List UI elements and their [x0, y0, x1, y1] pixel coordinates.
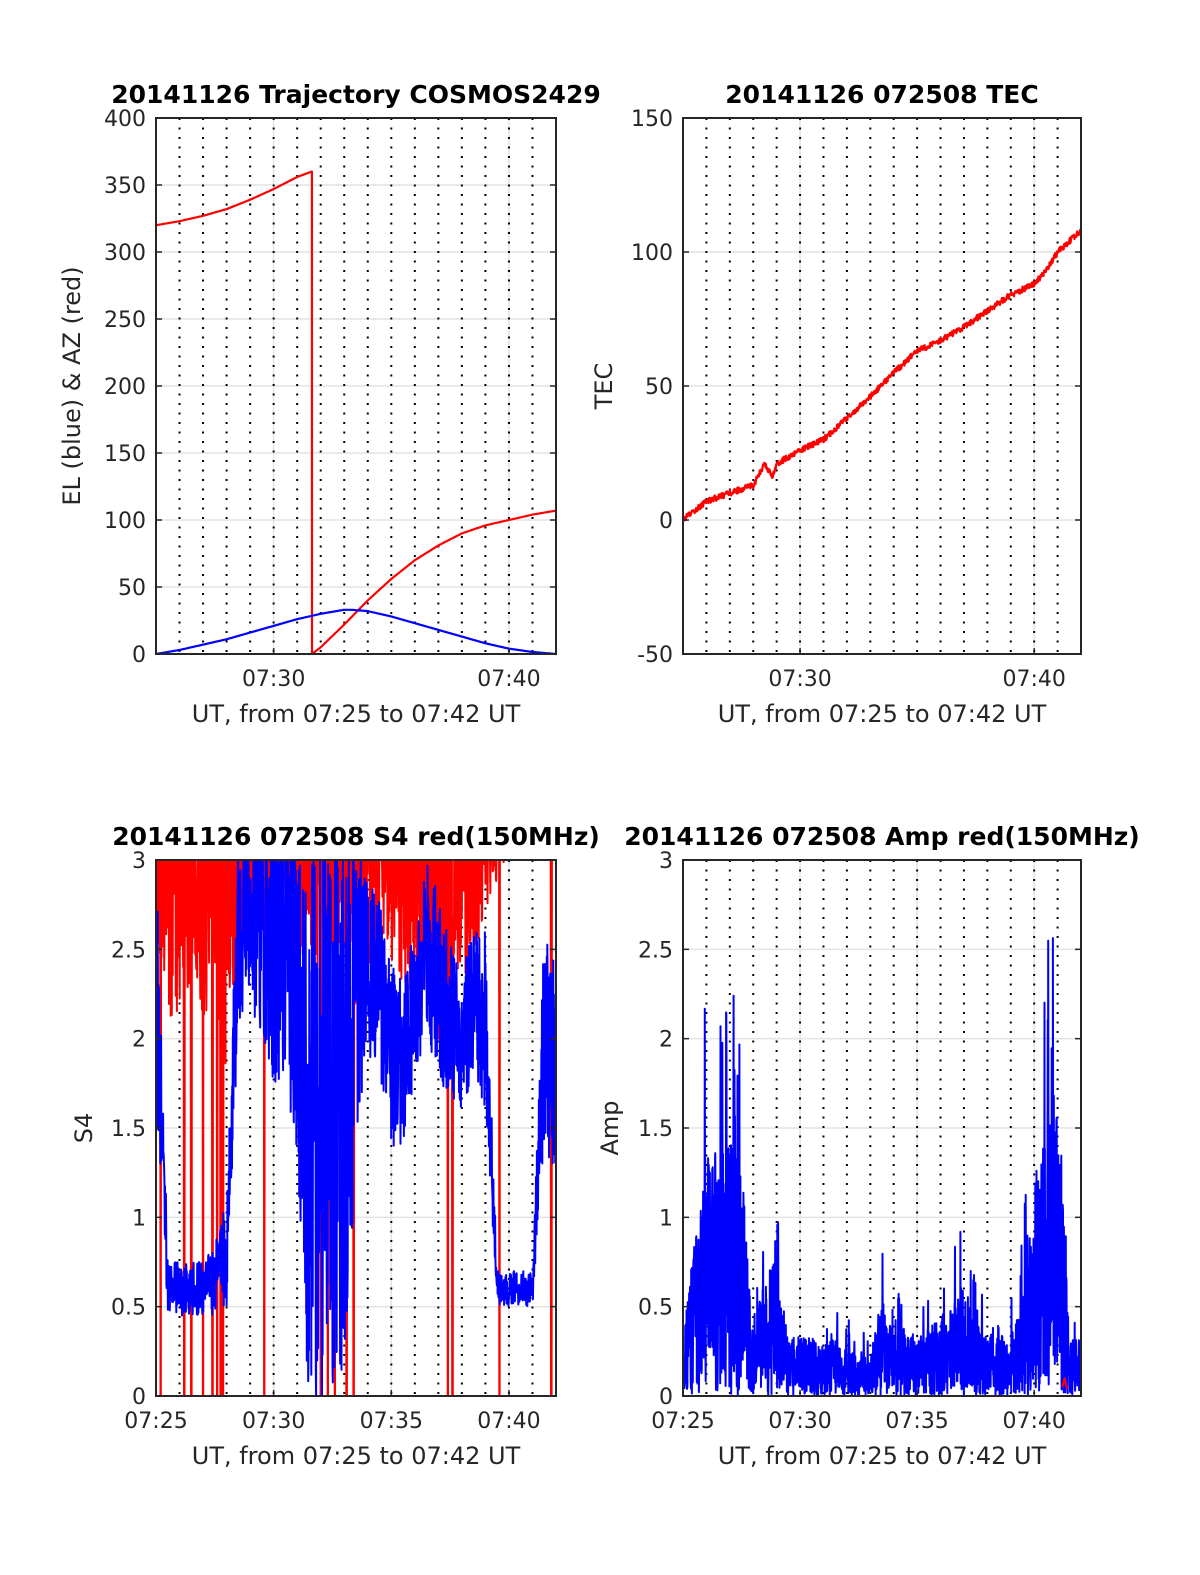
chart-title: 20141126 072508 S4 red(150MHz) — [112, 822, 600, 851]
series-blue-line — [155, 859, 557, 1397]
x-tick-label: 07:40 — [1002, 667, 1065, 692]
y-tick-label: 2 — [132, 1028, 146, 1053]
y-tick-label: 400 — [104, 107, 146, 132]
subplot-4: 0 0.5 1 1.5 2 2.5 3 07:25 07:30 07:35 07:40 2014112… — [596, 822, 1140, 1470]
y-tick-label: 0 — [132, 1385, 146, 1410]
y-tick-label: 50 — [645, 375, 673, 400]
x-axis-label: UT, from 07:25 to 07:42 UT — [192, 1442, 521, 1470]
y-tick-label: 0 — [132, 643, 146, 668]
y-axis-label: Amp — [596, 1100, 624, 1155]
x-tick-label: 07:25 — [651, 1409, 714, 1434]
x-tick-label: 07:25 — [124, 1409, 187, 1434]
y-tick-label: 150 — [631, 107, 673, 132]
y-tick-label: 3 — [659, 849, 673, 874]
y-tick-label: 50 — [118, 576, 146, 601]
y-tick-label: 0 — [659, 509, 673, 534]
y-tick-label: 2.5 — [638, 938, 673, 963]
y-tick-label: 250 — [104, 308, 146, 333]
y-tick-label: 200 — [104, 375, 146, 400]
x-tick-label: 07:35 — [885, 1409, 948, 1434]
x-tick-label: 07:40 — [477, 667, 540, 692]
series-red-line — [1061, 1377, 1068, 1390]
subplot-2: -50 0 50 100 150 07:30 07:40 20141126 072508 TE… — [590, 80, 1082, 728]
x-tick-label: 07:40 — [1002, 1409, 1065, 1434]
series-az-line — [155, 170, 557, 656]
y-tick-label: 1 — [132, 1206, 146, 1231]
chart-title: 20141126 072508 TEC — [725, 80, 1038, 109]
y-tick-label: 0.5 — [638, 1296, 673, 1321]
y-tick-label: 100 — [631, 241, 673, 266]
series-el-line — [155, 608, 557, 656]
chart-title: 20141126 072508 Amp red(150MHz) — [624, 822, 1140, 851]
x-tick-label: 07:30 — [768, 667, 831, 692]
y-tick-label: 1.5 — [111, 1117, 146, 1142]
y-tick-label: 300 — [104, 241, 146, 266]
x-axis-label: UT, from 07:25 to 07:42 UT — [718, 700, 1047, 728]
y-tick-label: 1.5 — [638, 1117, 673, 1142]
y-tick-label: -50 — [637, 643, 673, 668]
y-tick-label: 0 — [659, 1385, 673, 1410]
y-tick-label: 350 — [104, 174, 146, 199]
y-tick-label: 150 — [104, 442, 146, 467]
series-blue-line — [682, 937, 1082, 1397]
x-tick-label: 07:30 — [242, 1409, 305, 1434]
x-tick-label: 07:30 — [768, 1409, 831, 1434]
subplot-1: 0 50 100 150 200 250 300 350 400 07:30 07:40 201411… — [58, 80, 601, 728]
y-tick-label: 100 — [104, 509, 146, 534]
chart-title: 20141126 Trajectory COSMOS2429 — [111, 80, 601, 109]
x-axis-label: UT, from 07:25 to 07:42 UT — [192, 700, 521, 728]
y-tick-label: 3 — [132, 849, 146, 874]
y-axis-label: EL (blue) & AZ (red) — [58, 266, 86, 505]
y-axis-label: TEC — [590, 363, 618, 411]
subplot-3: 0 0.5 1 1.5 2 2.5 3 07:25 07:30 07:35 07:40 2014112… — [70, 822, 600, 1470]
x-tick-label: 07:35 — [360, 1409, 423, 1434]
series-tec-line — [681, 228, 1082, 522]
y-tick-label: 2.5 — [111, 938, 146, 963]
x-tick-label: 07:30 — [242, 667, 305, 692]
x-tick-label: 07:40 — [477, 1409, 540, 1434]
y-tick-label: 1 — [659, 1206, 673, 1231]
x-axis-label: UT, from 07:25 to 07:42 UT — [718, 1442, 1047, 1470]
y-tick-label: 0.5 — [111, 1296, 146, 1321]
y-tick-label: 2 — [659, 1028, 673, 1053]
y-axis-label: S4 — [70, 1113, 98, 1144]
